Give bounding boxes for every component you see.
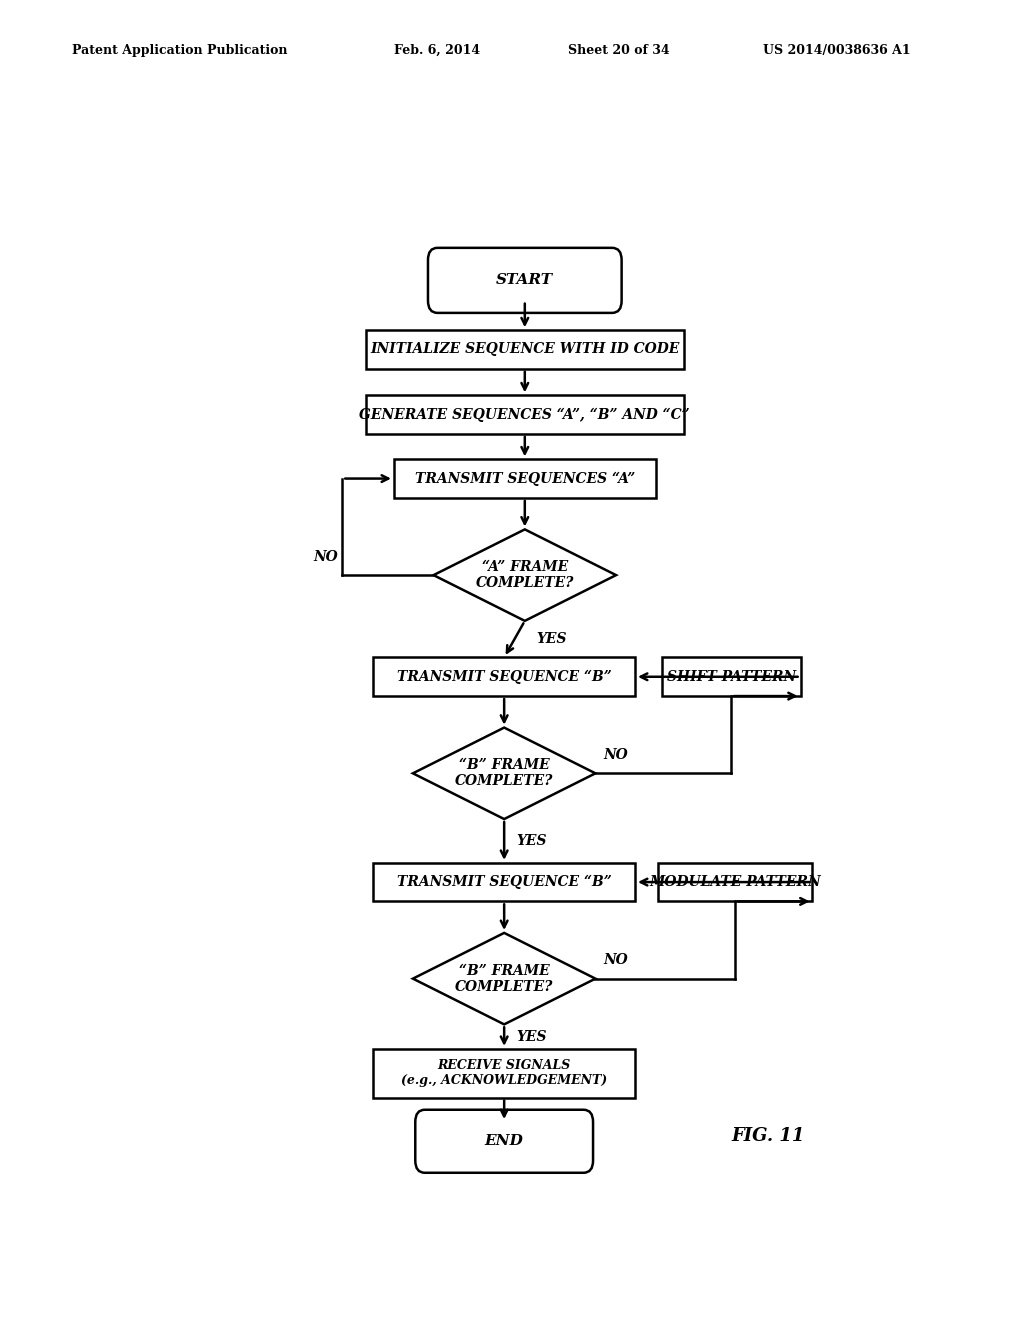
- Text: YES: YES: [537, 632, 567, 647]
- Bar: [373, 1049, 635, 1097]
- Text: RECEIVE SIGNALS
(e.g., ACKNOWLEDGEMENT): RECEIVE SIGNALS (e.g., ACKNOWLEDGEMENT): [401, 1059, 607, 1088]
- Bar: [367, 330, 684, 368]
- Text: NO: NO: [313, 550, 338, 564]
- Text: TRANSMIT SEQUENCE “B”: TRANSMIT SEQUENCE “B”: [396, 875, 611, 890]
- Text: START: START: [497, 273, 553, 288]
- Text: NO: NO: [603, 748, 628, 762]
- Text: NO: NO: [603, 953, 628, 968]
- Polygon shape: [433, 529, 616, 620]
- FancyBboxPatch shape: [428, 248, 622, 313]
- Text: TRANSMIT SEQUENCE “B”: TRANSMIT SEQUENCE “B”: [396, 669, 611, 684]
- Text: “B” FRAME
COMPLETE?: “B” FRAME COMPLETE?: [455, 964, 553, 994]
- Polygon shape: [413, 727, 595, 818]
- Text: Feb. 6, 2014: Feb. 6, 2014: [394, 44, 480, 57]
- Text: FIG. 11: FIG. 11: [731, 1127, 805, 1146]
- Text: “A” FRAME
COMPLETE?: “A” FRAME COMPLETE?: [475, 560, 574, 590]
- Text: TRANSMIT SEQUENCES “A”: TRANSMIT SEQUENCES “A”: [415, 471, 635, 486]
- Text: YES: YES: [516, 1030, 547, 1044]
- Text: YES: YES: [516, 834, 547, 847]
- Text: END: END: [484, 1134, 523, 1148]
- Text: GENERATE SEQUENCES “A”, “B” AND “C”: GENERATE SEQUENCES “A”, “B” AND “C”: [359, 408, 690, 421]
- Text: Sheet 20 of 34: Sheet 20 of 34: [568, 44, 670, 57]
- Text: US 2014/0038636 A1: US 2014/0038636 A1: [763, 44, 910, 57]
- Bar: [662, 657, 801, 696]
- Text: INITIALIZE SEQUENCE WITH ID CODE: INITIALIZE SEQUENCE WITH ID CODE: [370, 342, 680, 356]
- Text: Patent Application Publication: Patent Application Publication: [72, 44, 287, 57]
- Text: “B” FRAME
COMPLETE?: “B” FRAME COMPLETE?: [455, 758, 553, 788]
- Text: MODULATE PATTERN: MODULATE PATTERN: [649, 875, 821, 890]
- Bar: [373, 657, 635, 696]
- Polygon shape: [413, 933, 595, 1024]
- FancyBboxPatch shape: [416, 1110, 593, 1172]
- Text: SHIFT PATTERN: SHIFT PATTERN: [667, 669, 796, 684]
- Bar: [367, 395, 684, 434]
- Bar: [394, 459, 655, 498]
- Bar: [373, 863, 635, 902]
- Bar: [657, 863, 812, 902]
